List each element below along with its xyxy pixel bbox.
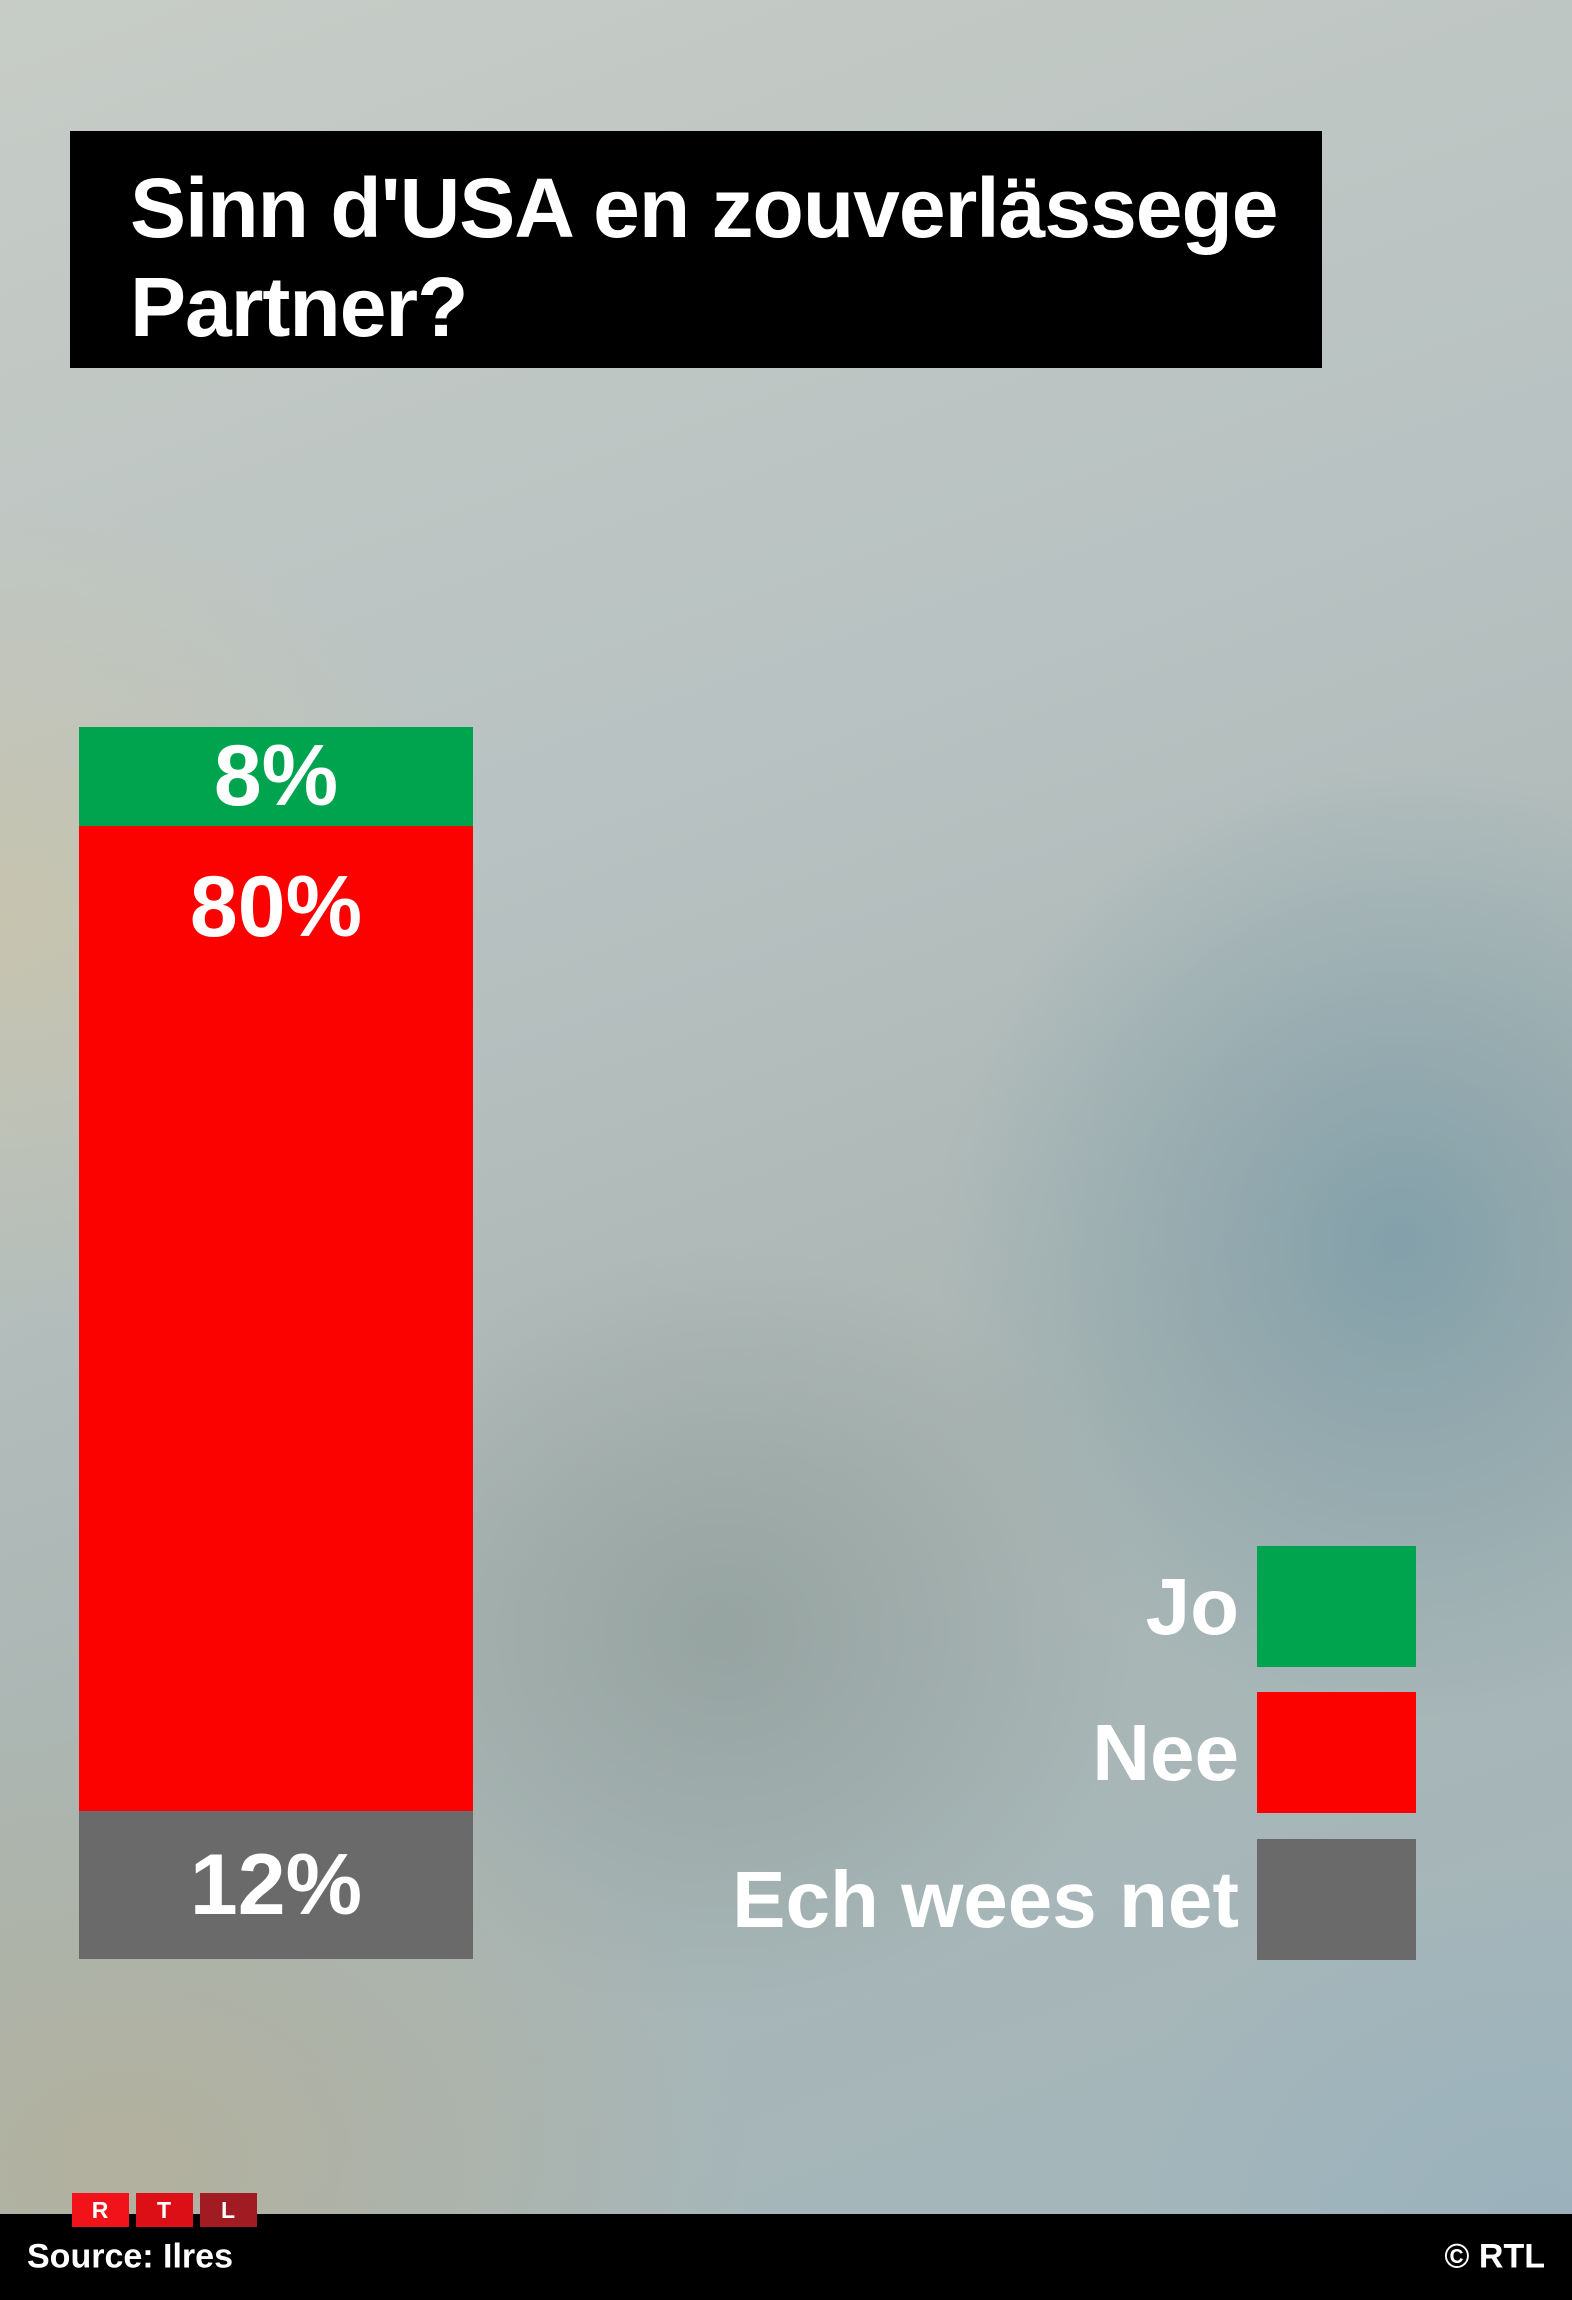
- title-box: Sinn d'USA en zouverlässege Partner?: [70, 131, 1322, 368]
- legend-swatch-nee: [1257, 1692, 1416, 1813]
- legend-item-ech-wees-net: Ech wees net: [732, 1839, 1416, 1960]
- rtl-logo-box-t: T: [136, 2193, 193, 2227]
- bar-segment-jo: 8%: [79, 727, 473, 826]
- bar-segment-jo-label: 8%: [213, 727, 339, 824]
- legend-item-jo: Jo: [1146, 1546, 1416, 1667]
- bar-segment-ech-wees-net-label: 12%: [189, 1836, 363, 1933]
- stacked-bar: 8% 80% 12%: [79, 727, 473, 1959]
- rtl-logo-box-r: R: [72, 2193, 129, 2227]
- copyright-text: © RTL: [1444, 2237, 1545, 2276]
- rtl-logo-box-l: L: [200, 2193, 257, 2227]
- page-title-line-2: Partner?: [130, 260, 468, 354]
- legend-swatch-ech-wees-net: [1257, 1839, 1416, 1960]
- legend-label-ech-wees-net: Ech wees net: [732, 1854, 1239, 1944]
- footer-bar: Source: Ilres © RTL: [0, 2214, 1572, 2300]
- bar-segment-nee: 80%: [79, 825, 473, 1812]
- bar-segment-ech-wees-net: 12%: [79, 1811, 473, 1959]
- legend-item-nee: Nee: [1092, 1692, 1416, 1813]
- rtl-logo: R T L: [72, 2193, 257, 2227]
- legend-label-jo: Jo: [1145, 1561, 1239, 1651]
- source-text: Source: Ilres: [27, 2237, 233, 2276]
- legend-label-nee: Nee: [1092, 1707, 1239, 1797]
- legend-swatch-jo: [1257, 1546, 1416, 1667]
- page-title-line-1: Sinn d'USA en zouverlässege: [130, 161, 1279, 255]
- bar-segment-nee-label: 80%: [189, 858, 363, 955]
